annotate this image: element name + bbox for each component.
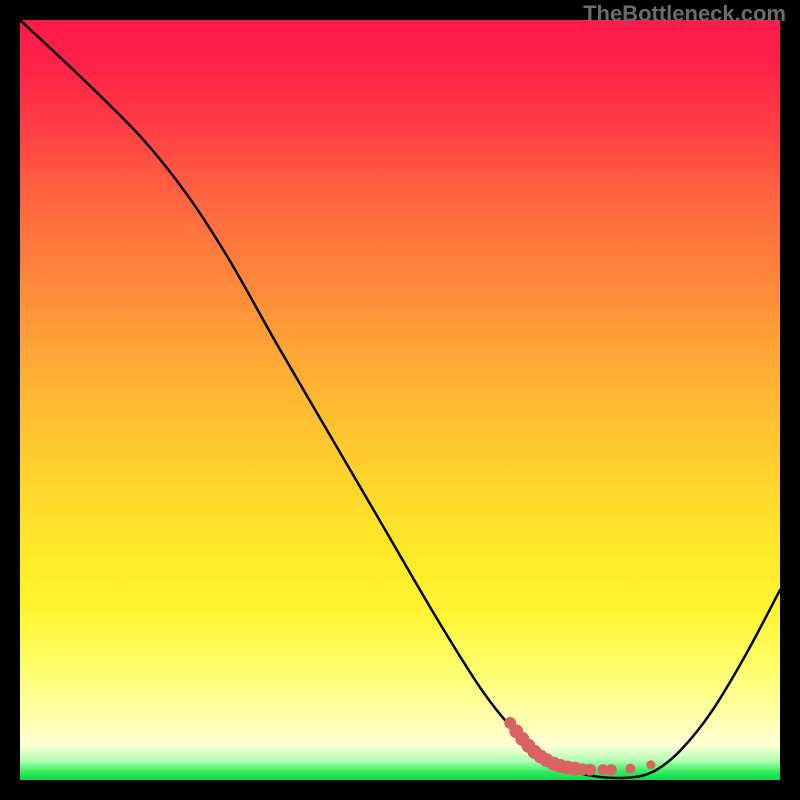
chart-background — [20, 20, 780, 780]
curve-marker — [625, 764, 635, 774]
chart-container: TheBottleneck.com — [0, 0, 800, 800]
curve-marker — [584, 764, 596, 776]
curve-marker — [606, 764, 617, 775]
curve-marker — [646, 760, 655, 769]
bottleneck-chart — [0, 0, 800, 800]
